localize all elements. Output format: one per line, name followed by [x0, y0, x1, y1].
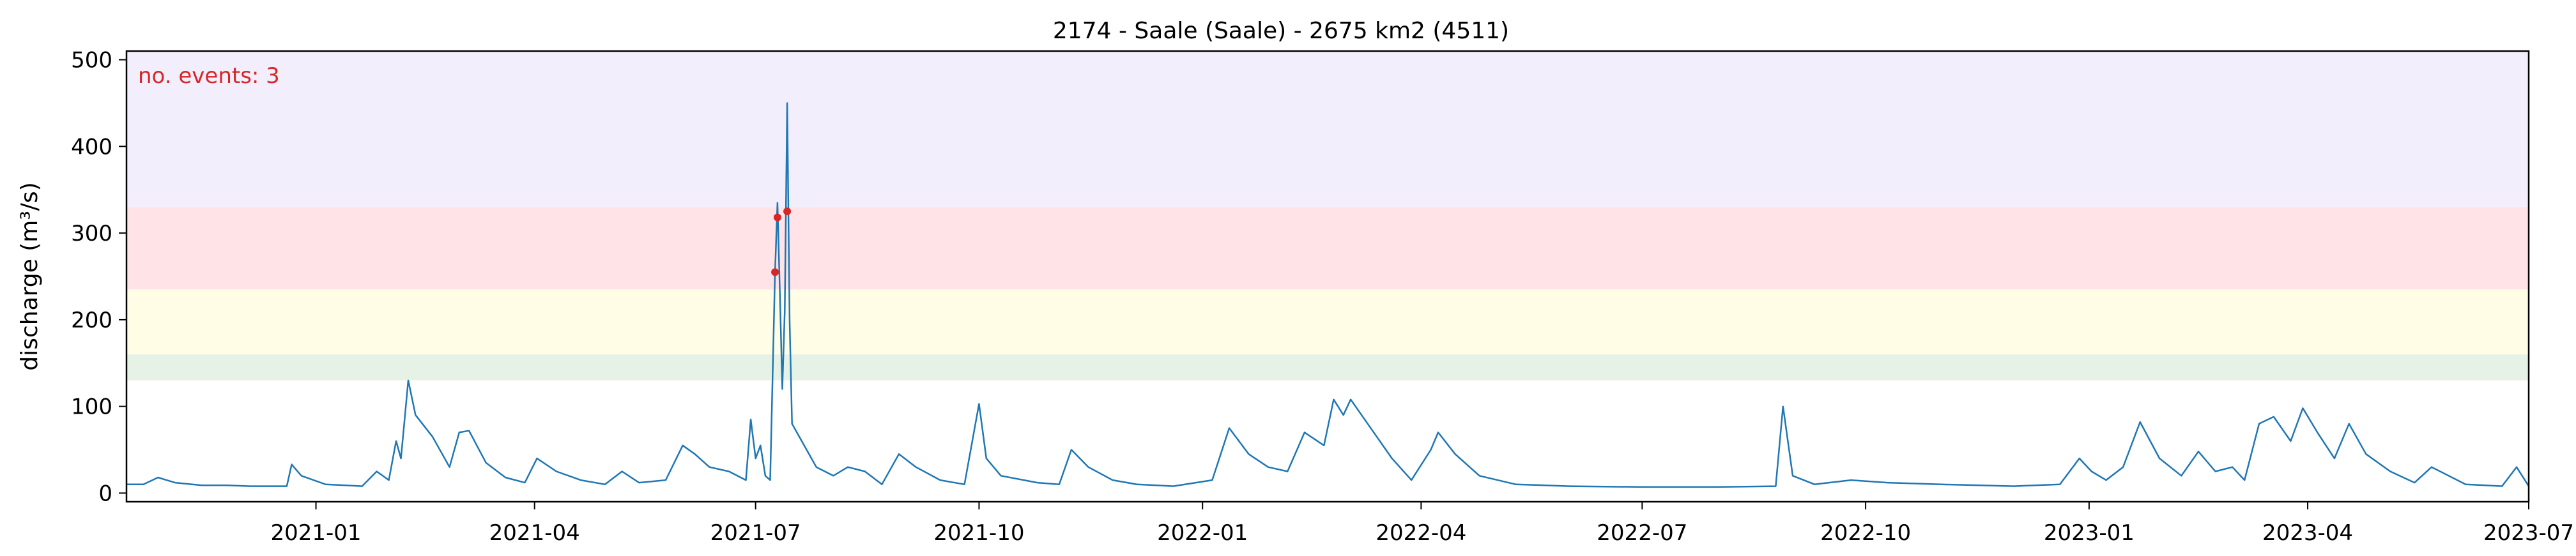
x-tick-label-7: 2022-10	[1820, 520, 1911, 546]
x-tick-label-2: 2021-07	[710, 520, 801, 546]
x-axis: 2021-01 2021-04 2021-07 2021-10 2022-01 2022-…	[271, 502, 2574, 546]
discharge-series	[126, 102, 2530, 488]
event-marker-0	[771, 268, 779, 276]
y-tick-label-0: 0	[98, 481, 112, 506]
x-tick-label-4: 2022-01	[1157, 520, 1248, 546]
y-tick-label-3: 300	[71, 221, 112, 246]
threshold-band-0	[126, 354, 2529, 380]
x-tick-label-1: 2021-04	[489, 520, 580, 546]
x-tick-label-3: 2021-10	[933, 520, 1024, 546]
x-tick-label-6: 2022-07	[1597, 520, 1687, 546]
event-markers	[771, 207, 792, 276]
y-axis: 0 100 200 300 400 500	[71, 48, 126, 506]
x-tick-label-5: 2022-04	[1376, 520, 1466, 546]
discharge-line	[126, 102, 2530, 488]
y-tick-label-4: 400	[71, 134, 112, 160]
y-tick-label-1: 100	[71, 394, 112, 420]
y-axis-label: discharge (m³/s)	[17, 182, 43, 370]
x-tick-label-0: 2021-01	[271, 520, 362, 546]
chart-title: 2174 - Saale (Saale) - 2675 km2 (4511)	[1053, 18, 1509, 44]
y-tick-label-5: 500	[71, 48, 112, 73]
event-marker-2	[783, 207, 792, 216]
event-marker-1	[773, 213, 781, 222]
x-tick-label-9: 2023-04	[2262, 520, 2353, 546]
threshold-bands	[126, 51, 2529, 380]
plot-frame	[125, 50, 2530, 503]
y-tick-label-2: 200	[71, 308, 112, 333]
x-tick-label-10: 2023-07	[2483, 520, 2574, 546]
threshold-band-2	[126, 207, 2529, 290]
threshold-band-1	[126, 289, 2529, 355]
x-tick-label-8: 2023-01	[2044, 520, 2135, 546]
threshold-band-3	[126, 51, 2529, 207]
event-count-annotation: no. events: 3	[138, 63, 280, 89]
